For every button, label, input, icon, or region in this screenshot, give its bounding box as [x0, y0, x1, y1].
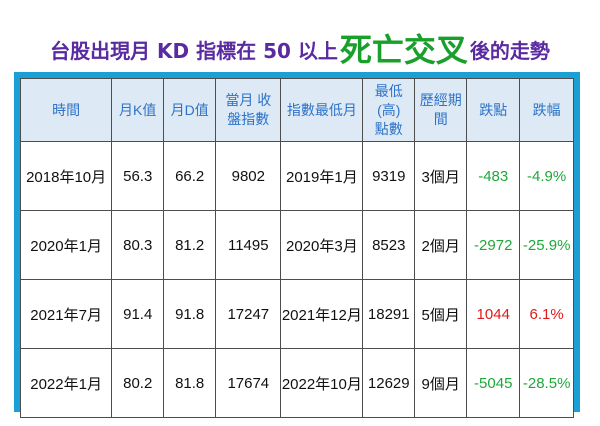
cell-drop-percent: -28.5%: [519, 348, 574, 418]
kd-death-cross-table: 時間 月K值 月D值 當月 收盤指數 指數最低月 最低(高) 點數 歷經期間 跌…: [19, 78, 574, 418]
header-close-index: 當月 收盤指數: [215, 78, 282, 142]
cell-drop-percent: -4.9%: [519, 141, 574, 211]
header-row: 時間 月K值 月D值 當月 收盤指數 指數最低月 最低(高) 點數 歷經期間 跌…: [19, 78, 574, 142]
cell-low-high-points: 9319: [362, 141, 416, 211]
cell-low-month: 2020年3月: [280, 210, 364, 280]
cell-duration: 5個月: [414, 279, 468, 349]
header-month-k: 月K值: [111, 78, 165, 142]
cell-time: 2021年7月: [19, 279, 113, 349]
title-prefix: 台股出現月 KD 指標在 50 以上: [50, 39, 338, 63]
cell-drop-points: 1044: [466, 279, 521, 349]
header-drop-percent: 跌幅: [519, 78, 574, 142]
cell-month-d: 66.2: [163, 141, 217, 211]
title-highlight: 死亡交叉: [339, 31, 468, 69]
table-row: 2022年1月 80.2 81.8 17674 2022年10月 12629 9…: [19, 348, 574, 418]
cell-drop-points: -5045: [466, 348, 521, 418]
table-row: 2018年10月 56.3 66.2 9802 2019年1月 9319 3個月…: [19, 141, 574, 211]
cell-time: 2018年10月: [19, 141, 113, 211]
table-frame: 時間 月K值 月D值 當月 收盤指數 指數最低月 最低(高) 點數 歷經期間 跌…: [14, 72, 580, 418]
cell-drop-percent: 6.1%: [519, 279, 574, 349]
header-month-d: 月D值: [163, 78, 217, 142]
cell-low-high-points: 8523: [362, 210, 416, 280]
cell-month-d: 91.8: [163, 279, 217, 349]
cell-month-d: 81.8: [163, 348, 217, 418]
cell-low-month: 2019年1月: [280, 141, 364, 211]
cell-duration: 9個月: [414, 348, 468, 418]
cell-duration: 3個月: [414, 141, 468, 211]
cell-duration: 2個月: [414, 210, 468, 280]
cell-month-k: 56.3: [111, 141, 165, 211]
cell-close-index: 11495: [215, 210, 282, 280]
header-low-month: 指數最低月: [280, 78, 364, 142]
cell-drop-percent: -25.9%: [519, 210, 574, 280]
cell-close-index: 17674: [215, 348, 282, 418]
table-row: 2021年7月 91.4 91.8 17247 2021年12月 18291 5…: [19, 279, 574, 349]
cell-time: 2020年1月: [19, 210, 113, 280]
table-row: 2020年1月 80.3 81.2 11495 2020年3月 8523 2個月…: [19, 210, 574, 280]
cell-drop-points: -483: [466, 141, 521, 211]
cell-month-k: 80.3: [111, 210, 165, 280]
cell-month-k: 80.2: [111, 348, 165, 418]
header-duration: 歷經期間: [414, 78, 468, 142]
cell-month-d: 81.2: [163, 210, 217, 280]
header-time: 時間: [19, 78, 113, 142]
page-title: 台股出現月 KD 指標在 50 以上 死亡交叉 後的走勢: [0, 22, 600, 72]
cell-low-high-points: 12629: [362, 348, 416, 418]
cell-time: 2022年1月: [19, 348, 113, 418]
header-drop-points: 跌點: [466, 78, 521, 142]
cell-low-high-points: 18291: [362, 279, 416, 349]
cell-drop-points: -2972: [466, 210, 521, 280]
header-low-high-points: 最低(高) 點數: [362, 78, 416, 142]
cell-month-k: 91.4: [111, 279, 165, 349]
cell-low-month: 2022年10月: [280, 348, 364, 418]
title-suffix: 後的走勢: [469, 39, 550, 63]
cell-low-month: 2021年12月: [280, 279, 364, 349]
cell-close-index: 9802: [215, 141, 282, 211]
cell-close-index: 17247: [215, 279, 282, 349]
